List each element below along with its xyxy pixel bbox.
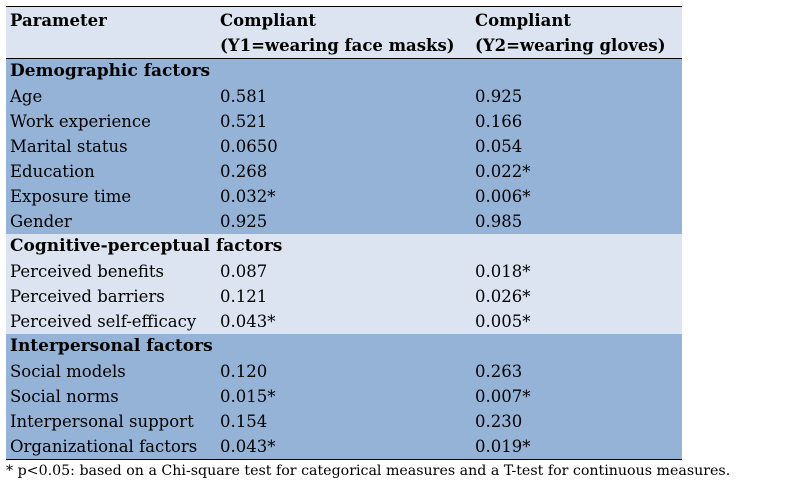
section-title: Demographic factors xyxy=(6,58,682,84)
section-title-row: Demographic factors xyxy=(6,58,682,84)
section-interpersonal: Interpersonal factors Social models 0.12… xyxy=(6,334,682,460)
row-parameter: Age xyxy=(6,84,216,109)
row-parameter: Perceived benefits xyxy=(6,259,216,284)
section-title-row: Cognitive-perceptual factors xyxy=(6,234,682,259)
header-row-subtitle: (Y1=wearing face masks) (Y2=wearing glov… xyxy=(6,33,682,59)
row-parameter: Perceived self-efficacy xyxy=(6,309,216,334)
row-y2-value: 0.019* xyxy=(471,434,682,460)
row-parameter: Social models xyxy=(6,359,216,384)
section-title: Interpersonal factors xyxy=(6,334,682,359)
row-y1-value: 0.087 xyxy=(216,259,471,284)
table-footnote: * p<0.05: based on a Chi-square test for… xyxy=(6,463,731,479)
header-parameter: Parameter xyxy=(6,6,216,33)
row-y2-value: 0.007* xyxy=(471,384,682,409)
row-y2-value: 0.022* xyxy=(471,159,682,184)
row-y2-value: 0.985 xyxy=(471,209,682,234)
row-y2-value: 0.006* xyxy=(471,184,682,209)
header-y1-title: Compliant xyxy=(216,6,471,33)
row-y1-value: 0.581 xyxy=(216,84,471,109)
header-row: Parameter Compliant Compliant xyxy=(6,6,682,33)
table-row: Perceived self-efficacy 0.043* 0.005* xyxy=(6,309,682,334)
row-y1-value: 0.032* xyxy=(216,184,471,209)
row-y2-value: 0.054 xyxy=(471,134,682,159)
row-y2-value: 0.263 xyxy=(471,359,682,384)
row-parameter: Marital status xyxy=(6,134,216,159)
row-y1-value: 0.268 xyxy=(216,159,471,184)
results-table-container: Parameter Compliant Compliant (Y1=wearin… xyxy=(6,6,682,460)
table-row: Interpersonal support 0.154 0.230 xyxy=(6,409,682,434)
header-parameter-empty xyxy=(6,33,216,59)
row-y1-value: 0.120 xyxy=(216,359,471,384)
table-row: Marital status 0.0650 0.054 xyxy=(6,134,682,159)
table-row: Organizational factors 0.043* 0.019* xyxy=(6,434,682,460)
row-y2-value: 0.925 xyxy=(471,84,682,109)
row-parameter: Interpersonal support xyxy=(6,409,216,434)
section-cognitive-perceptual: Cognitive-perceptual factors Perceived b… xyxy=(6,234,682,334)
table-header: Parameter Compliant Compliant (Y1=wearin… xyxy=(6,6,682,59)
row-y1-value: 0.0650 xyxy=(216,134,471,159)
row-y1-value: 0.043* xyxy=(216,309,471,334)
row-parameter: Work experience xyxy=(6,109,216,134)
row-y1-value: 0.925 xyxy=(216,209,471,234)
row-y2-value: 0.005* xyxy=(471,309,682,334)
header-y1-subtitle: (Y1=wearing face masks) xyxy=(216,33,471,59)
table-row: Work experience 0.521 0.166 xyxy=(6,109,682,134)
compliance-results-table: Parameter Compliant Compliant (Y1=wearin… xyxy=(6,6,682,460)
row-parameter: Social norms xyxy=(6,384,216,409)
row-y1-value: 0.121 xyxy=(216,284,471,309)
row-parameter: Gender xyxy=(6,209,216,234)
table-row: Social norms 0.015* 0.007* xyxy=(6,384,682,409)
section-title-row: Interpersonal factors xyxy=(6,334,682,359)
row-parameter: Education xyxy=(6,159,216,184)
row-y2-value: 0.026* xyxy=(471,284,682,309)
table-row: Perceived benefits 0.087 0.018* xyxy=(6,259,682,284)
table-row: Gender 0.925 0.985 xyxy=(6,209,682,234)
table-row: Social models 0.120 0.263 xyxy=(6,359,682,384)
row-y1-value: 0.521 xyxy=(216,109,471,134)
row-parameter: Organizational factors xyxy=(6,434,216,460)
row-parameter: Exposure time xyxy=(6,184,216,209)
section-title: Cognitive-perceptual factors xyxy=(6,234,682,259)
row-y1-value: 0.154 xyxy=(216,409,471,434)
row-y2-value: 0.230 xyxy=(471,409,682,434)
section-demographic: Demographic factors Age 0.581 0.925 Work… xyxy=(6,58,682,234)
header-y2-title: Compliant xyxy=(471,6,682,33)
header-y2-subtitle: (Y2=wearing gloves) xyxy=(471,33,682,59)
table-row: Age 0.581 0.925 xyxy=(6,84,682,109)
row-parameter: Perceived barriers xyxy=(6,284,216,309)
row-y1-value: 0.015* xyxy=(216,384,471,409)
table-row: Education 0.268 0.022* xyxy=(6,159,682,184)
row-y2-value: 0.018* xyxy=(471,259,682,284)
table-row: Exposure time 0.032* 0.006* xyxy=(6,184,682,209)
row-y1-value: 0.043* xyxy=(216,434,471,460)
row-y2-value: 0.166 xyxy=(471,109,682,134)
table-row: Perceived barriers 0.121 0.026* xyxy=(6,284,682,309)
